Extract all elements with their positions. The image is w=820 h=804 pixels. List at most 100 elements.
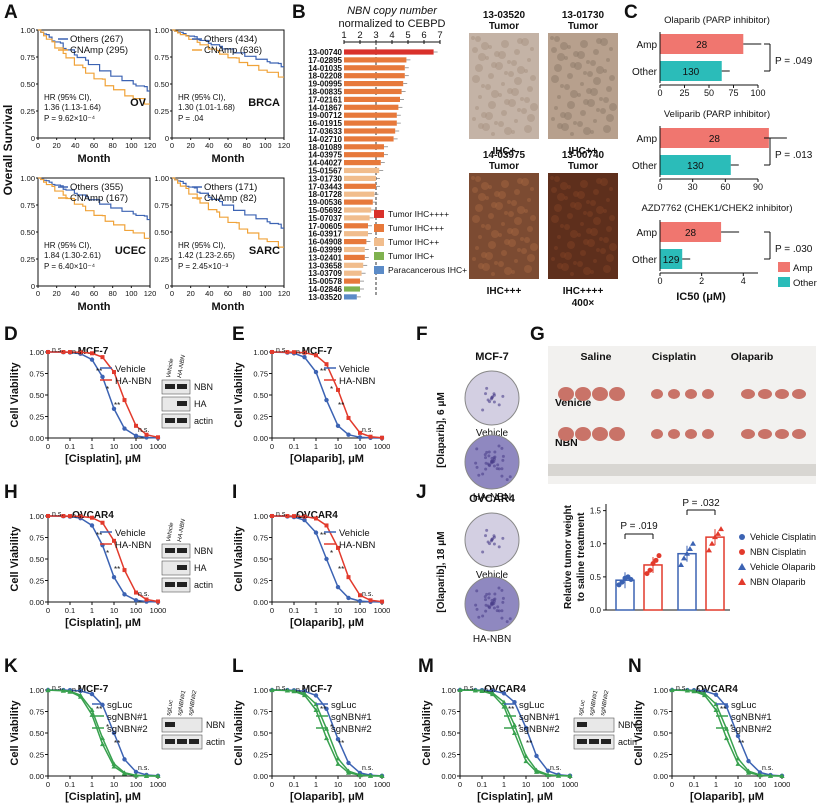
ytick: 0.25: [253, 751, 268, 760]
ihc-texture: [488, 45, 492, 49]
tumor: [758, 389, 772, 399]
ihc-texture: [481, 84, 485, 88]
data-point: [134, 423, 138, 428]
colony: [487, 596, 491, 600]
panel-letter-g: G: [530, 324, 545, 345]
blot-strip: [573, 717, 615, 733]
data-point: [701, 690, 707, 696]
blot-band: [177, 384, 187, 389]
b-xtick: 3: [373, 30, 378, 41]
j-point: [644, 571, 650, 577]
group-label: Olaparib: [731, 351, 774, 363]
sig-mark: **: [720, 705, 726, 714]
ytick: 0.50: [154, 228, 169, 237]
ihc-texture: [478, 95, 482, 99]
ytick: 0.00: [253, 598, 268, 607]
xtick: 0: [170, 141, 174, 150]
data-point: [523, 725, 529, 731]
km-plot-ucec: 1.00 0.75 0.50 0.25 00 20 40 60 80 100 120 Month Oth…: [20, 174, 156, 313]
ihc-texture: [583, 211, 587, 215]
ihc-texture: [593, 77, 601, 85]
data-point: [713, 707, 719, 713]
data-point: [61, 350, 66, 355]
b-xtick: 7: [437, 30, 442, 41]
ihc-texture: [527, 58, 531, 62]
data-point: [302, 517, 307, 523]
ihc-texture: [491, 132, 495, 136]
xtick: 1000: [150, 780, 167, 789]
ihc-texture: [530, 187, 534, 191]
data-point: [669, 687, 675, 693]
data-point: [89, 523, 95, 528]
xtick: 60: [224, 141, 232, 150]
ic50-title: Olaparib (PARP inhibitor): [664, 15, 770, 26]
data-point: [111, 406, 117, 411]
ihc-texture: [590, 60, 596, 66]
data-point: [270, 350, 274, 355]
j-point: [628, 577, 634, 583]
ihc-texture: [530, 47, 534, 51]
copy-number-bar: [344, 286, 360, 292]
legend-swatch: [374, 238, 384, 246]
tumor: [741, 389, 755, 399]
curve-ylabel: Cell Viability: [233, 526, 245, 592]
ihc-texture: [603, 237, 609, 243]
blot-lane: HA-NBN: [177, 518, 187, 542]
ytick: 0.50: [29, 391, 44, 400]
ihc-texture: [564, 224, 570, 230]
amp-n: 28: [685, 228, 697, 239]
data-point: [133, 433, 139, 439]
sample-label: 19-00536: [308, 198, 342, 207]
ihc-sample-id: 14-03975: [483, 150, 526, 161]
xtick: 10: [522, 780, 530, 789]
ihc-texture: [560, 224, 564, 228]
data-point: [78, 350, 83, 355]
ihc-texture: [475, 64, 483, 72]
b-xtick: 2: [357, 30, 362, 41]
p-value: P = 6.40×10⁻⁴: [44, 262, 96, 271]
blot-band: [177, 582, 187, 587]
j-point: [687, 546, 693, 552]
panel-letter-b: B: [292, 2, 306, 23]
dish-label: Vehicle: [476, 570, 509, 581]
colony: [484, 392, 488, 396]
sample-label: 15-07037: [308, 214, 342, 223]
curve-title: MCF-7: [302, 684, 333, 695]
ic50-tick: 100: [750, 88, 765, 98]
panel-letter-a: A: [4, 2, 18, 23]
j-point: [681, 555, 687, 561]
xtick: 100: [542, 780, 555, 789]
copy-number-bar: [344, 128, 396, 134]
data-point: [89, 691, 95, 697]
data-point: [757, 772, 763, 777]
xtick: 0.1: [289, 606, 299, 615]
sample-label: 17-03443: [308, 182, 342, 191]
curve-xlabel: [Olaparib], μM: [290, 791, 364, 803]
legend-marker: [739, 549, 745, 555]
ruler: [548, 464, 816, 476]
ihc-sub: Tumor: [489, 161, 519, 172]
data-point: [100, 374, 105, 380]
ihc-texture: [488, 185, 492, 189]
sample-label: 16-04908: [308, 238, 342, 247]
xtick: 0: [36, 141, 40, 150]
data-point: [100, 355, 105, 360]
tumor: [651, 429, 663, 439]
ihc-texture: [494, 121, 498, 125]
xtick: 1000: [374, 780, 391, 789]
j-point: [684, 550, 690, 556]
curve-ylabel: Cell Viability: [233, 700, 245, 766]
ihc-texture: [491, 90, 499, 98]
viability-plot-e: MCF-7 1.00 0.75 0.50 0.25 0.000 0.1 1 10 100 1000 C…: [233, 346, 390, 465]
ihc-grade: IHC+++: [487, 286, 522, 297]
ihc-texture: [557, 53, 565, 61]
blot-label: actin: [194, 416, 213, 426]
colony: [500, 588, 504, 592]
ytick: 0.25: [20, 255, 35, 264]
curve-ylabel: Cell Viability: [421, 700, 433, 766]
data-point: [313, 707, 319, 713]
legend-swatch: [374, 224, 384, 232]
sample-label: 18-01089: [308, 143, 342, 152]
ns-mark: n.s.: [676, 685, 687, 692]
ihc-texture: [560, 182, 568, 190]
